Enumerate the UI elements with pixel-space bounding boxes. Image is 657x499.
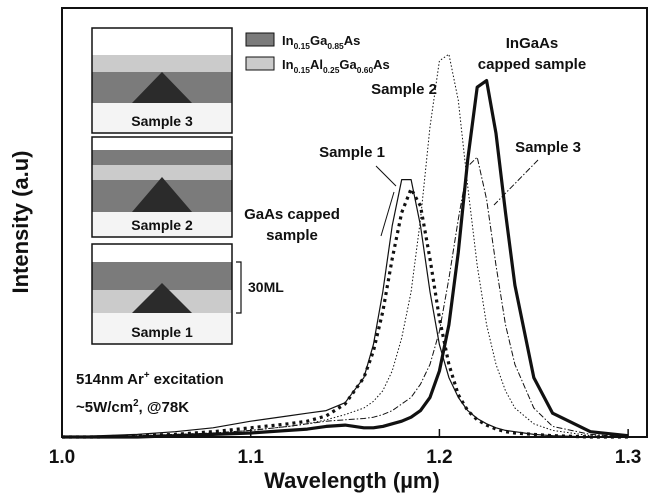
leader-line	[375, 165, 397, 187]
inset-frame	[91, 136, 233, 238]
inset-layer	[92, 137, 232, 150]
inset-layer	[92, 212, 232, 237]
inset-layer	[92, 28, 232, 55]
legend-label-part: Al	[310, 57, 323, 72]
inset-frame	[91, 243, 233, 345]
thickness-bracket	[236, 261, 242, 314]
condition-text-part: , @78K	[139, 399, 190, 416]
legend-label-part: Ga	[339, 57, 357, 72]
y-axis-label: Intensity (a.u)	[8, 150, 33, 293]
legend-label-part: In	[282, 57, 294, 72]
annotation: Sample 2	[371, 81, 437, 98]
legend-label-part: 0.15	[294, 41, 311, 51]
leader-line	[493, 159, 539, 206]
annotation: capped sample	[478, 56, 586, 73]
inset-label: Sample 3	[131, 113, 193, 129]
legend-swatch	[245, 56, 275, 71]
condition-text-part: 514nm Ar	[76, 371, 144, 388]
x-tick-label: 1.1	[237, 447, 264, 468]
x-tick-label: 1.3	[615, 447, 641, 468]
condition-text-part: 2	[133, 398, 139, 409]
spectrum-line	[62, 187, 629, 439]
x-tick-label: 1.0	[49, 447, 75, 468]
inset-island	[132, 283, 192, 313]
inset-label: Sample 2	[131, 217, 193, 233]
inset-island	[132, 72, 192, 103]
spectrum-line	[61, 179, 629, 438]
legend-label-part: 0.15	[294, 65, 311, 75]
x-axis-label: Wavelength (µm)	[264, 468, 440, 493]
inset-layer	[92, 244, 232, 262]
legend-label-part: In	[282, 33, 294, 48]
legend-label-part: 0.60	[357, 65, 374, 75]
condition-text-part: +	[144, 370, 150, 381]
legend-label-part: As	[344, 33, 361, 48]
legend-label: In0.15Ga0.85As	[282, 33, 360, 51]
inset-frame	[91, 27, 233, 134]
legend-label: In0.15Al0.25Ga0.60As	[282, 57, 390, 75]
annotation: sample	[266, 227, 318, 244]
condition-text-part: excitation	[150, 371, 224, 388]
inset-layer	[92, 165, 232, 180]
condition-text-part: ~5W/cm	[76, 399, 133, 416]
inset-layer	[92, 103, 232, 133]
annotation: InGaAs	[506, 35, 559, 52]
spectrum-line	[62, 79, 629, 439]
inset-label: Sample 1	[131, 324, 193, 340]
annotation: Sample 3	[515, 139, 581, 156]
legend-label-part: 0.25	[323, 65, 340, 75]
spectrum-line	[62, 156, 629, 438]
legend-label-part: Ga	[310, 33, 328, 48]
annotation: GaAs capped	[244, 206, 340, 223]
annotation: Sample 1	[319, 144, 385, 161]
legend-label-part: 0.85	[327, 41, 344, 51]
condition-text: ~5W/cm2, @78K	[76, 398, 189, 416]
plot-frame	[61, 7, 648, 438]
leader-line	[380, 191, 395, 237]
inset-layer	[92, 55, 232, 72]
legend-swatch	[245, 32, 275, 47]
legend-label-part: As	[373, 57, 390, 72]
inset-layer	[92, 150, 232, 165]
condition-text: 514nm Ar+ excitation	[76, 370, 224, 388]
inset-layer	[92, 313, 232, 344]
thickness-label: 30ML	[248, 279, 284, 295]
inset-island	[132, 177, 192, 212]
x-tick-label: 1.2	[426, 447, 452, 468]
